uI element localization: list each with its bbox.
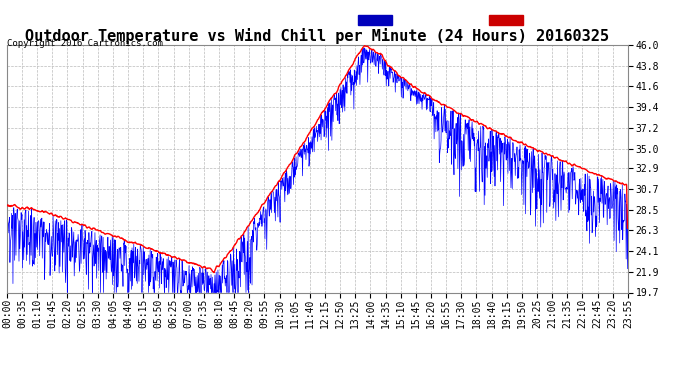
- Text: Copyright 2016 Cartronics.com: Copyright 2016 Cartronics.com: [7, 39, 163, 48]
- Title: Outdoor Temperature vs Wind Chill per Minute (24 Hours) 20160325: Outdoor Temperature vs Wind Chill per Mi…: [26, 28, 609, 44]
- Legend: Wind Chill  (°F), Temperature  (°F): Wind Chill (°F), Temperature (°F): [356, 13, 628, 27]
